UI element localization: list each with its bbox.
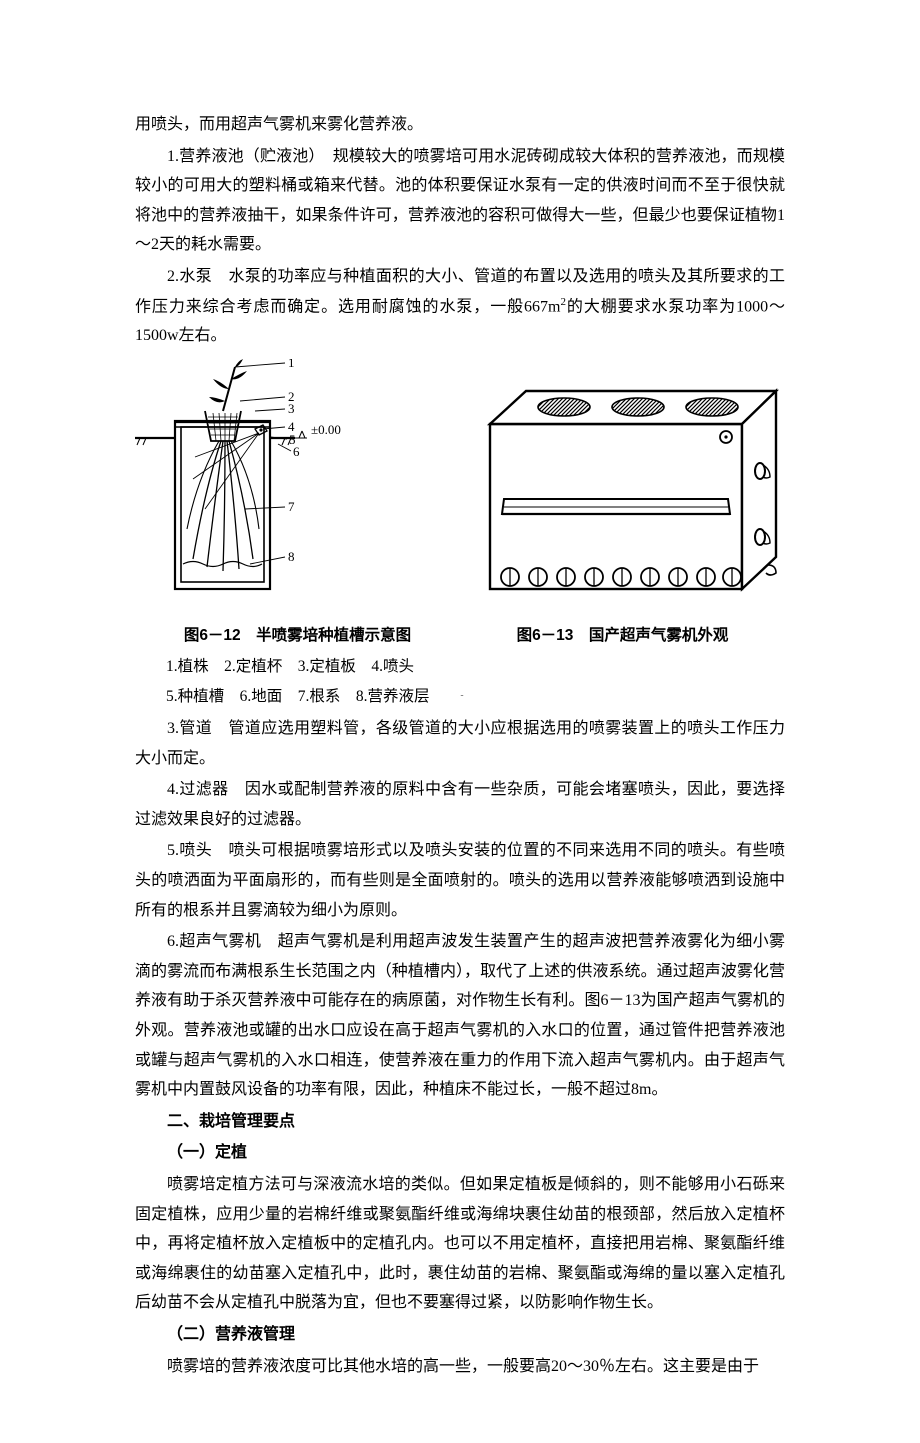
figure-6-13: [470, 379, 785, 604]
figure-6-12: ±0.00: [135, 359, 345, 604]
figure-captions: 图6－12 半喷雾培种植槽示意图 图6－13 国产超声气雾机外观: [135, 622, 785, 651]
paragraph-8: 喷雾培的营养液浓度可比其他水培的高一些，一般要高20～30％左右。这主要是由于: [135, 1352, 785, 1382]
paragraph-3: 3.管道 管道应选用塑料管，各级管道的大小应根据选用的喷雾装置上的喷头工作压力大…: [135, 714, 785, 773]
figure-legend-line1: 1.植株 2.定植杯 3.定植板 4.喷头: [135, 653, 785, 682]
svg-text:7: 7: [288, 499, 295, 514]
subheading-planting: （一）定植: [135, 1138, 785, 1168]
zero-mark: ±0.00: [311, 422, 341, 437]
tiny-mark: ¨: [430, 690, 434, 707]
paragraph-4: 4.过滤器 因水或配制营养液的原料中含有一些杂质，可能会堵塞喷头，因此，要选择过…: [135, 775, 785, 834]
paragraph-2: 2.水泵 水泵的功率应与种植面积的大小、管道的布置以及选用的喷头及其所要求的工作…: [135, 262, 785, 351]
paragraph-7: 喷雾培定植方法可与深液流水培的类似。但如果定植板是倾斜的，则不能够用小石砾来固定…: [135, 1170, 785, 1318]
caption-6-13: 图6－13 国产超声气雾机外观: [460, 622, 785, 651]
paragraph-intro: 用喷头，而用超声气雾机来雾化营养液。: [135, 110, 785, 140]
figure-legend-line2: 5.种植槽 6.地面 7.根系 8.营养液层¨: [135, 683, 785, 712]
svg-text:8: 8: [288, 549, 295, 564]
figure-row: ±0.00: [135, 359, 785, 604]
document-page: 用喷头，而用超声气雾机来雾化营养液。 1.营养液池（贮液池） 规模较大的喷雾培可…: [0, 0, 920, 1443]
svg-text:3: 3: [288, 401, 295, 416]
heading-2: 二、栽培管理要点: [135, 1107, 785, 1137]
svg-text:1: 1: [288, 359, 295, 370]
svg-text:6: 6: [293, 444, 300, 459]
caption-6-12: 图6－12 半喷雾培种植槽示意图: [135, 622, 460, 651]
text-run: 5.种植槽 6.地面 7.根系 8.营养液层: [166, 688, 430, 705]
subheading-nutrient: （二）营养液管理: [135, 1320, 785, 1350]
paragraph-6: 6.超声气雾机 超声气雾机是利用超声波发生装置产生的超声波把营养液雾化为细小雾滴…: [135, 927, 785, 1105]
paragraph-1: 1.营养液池（贮液池） 规模较大的喷雾培可用水泥砖砌成较大体积的营养液池，而规模…: [135, 142, 785, 260]
paragraph-5: 5.喷头 喷头可根据喷雾培形式以及喷头安装的位置的不同来选用不同的喷头。有些喷头…: [135, 836, 785, 925]
